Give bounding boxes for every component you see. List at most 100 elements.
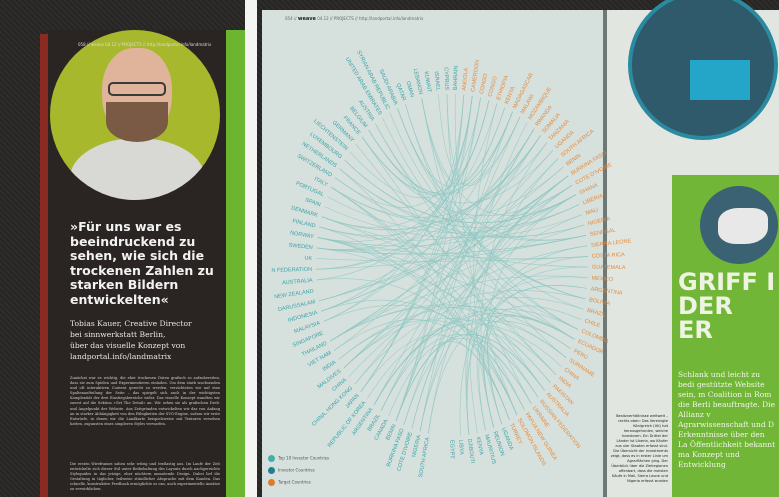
chord-link xyxy=(323,304,532,404)
chord-link xyxy=(421,98,579,330)
byline-link: landportal.info/landmatrix xyxy=(70,352,172,361)
chord-link xyxy=(476,333,551,431)
country-label: ISRAEL xyxy=(433,71,441,91)
body-paragraph: Zunächst war es wichtig, die eher trocke… xyxy=(70,376,220,426)
legend-dot xyxy=(268,455,275,462)
country-label: OMAN xyxy=(404,81,414,99)
country-label: SIERRA LEONE xyxy=(591,238,632,249)
chord-link xyxy=(317,237,545,391)
chord-link xyxy=(397,108,586,241)
body-line: beauftragte. Die Allianz v xyxy=(678,400,776,419)
country-label: NIGERIA xyxy=(411,434,422,458)
legend-item: Target Countries xyxy=(268,479,311,486)
country-label: DENMARK xyxy=(290,205,318,219)
chord-link xyxy=(348,245,588,377)
chord-link xyxy=(320,166,564,312)
magazine-page-interview: 058 // weave 04.12 // PROJECTS // http:/… xyxy=(48,30,228,497)
chord-link xyxy=(330,186,557,376)
country-label: SENEGAL xyxy=(589,228,616,238)
image-caption: Besitzverhältnisse weltweit – rechts obe… xyxy=(610,414,668,483)
country-label: AUSTRALIA xyxy=(282,278,313,287)
portrait-photo xyxy=(50,30,220,200)
chord-link xyxy=(446,94,513,185)
legend-label: Target Countries xyxy=(278,479,311,485)
pull-quote: »Für uns war es beeindruckend zu sehen, … xyxy=(70,219,214,307)
chord-link xyxy=(389,112,586,300)
chord-link xyxy=(318,194,577,302)
country-label: CONGO xyxy=(487,75,499,97)
country-label: NORWAY xyxy=(290,230,315,240)
chord-link xyxy=(421,98,577,216)
chord-link xyxy=(330,142,548,218)
chord-link xyxy=(334,319,518,416)
chord-link xyxy=(466,285,587,435)
chord-link xyxy=(354,297,584,385)
country-label: EGYPT xyxy=(449,440,455,459)
chord-link xyxy=(324,206,583,239)
page-number: 054 // xyxy=(285,16,297,21)
country-label: COSTA RICA xyxy=(592,252,625,260)
country-label: CHILE xyxy=(584,318,602,329)
chord-link xyxy=(321,216,579,330)
chord-link xyxy=(428,320,571,434)
country-label: GHANA xyxy=(579,183,600,197)
chord-link xyxy=(382,117,579,330)
country-label: ANGOLA xyxy=(462,67,470,91)
quote-attribution: Tobias Kauer, Creative Director bei sinn… xyxy=(70,318,226,362)
country-label: LEBANON xyxy=(412,68,424,95)
body-line: Schlank und leicht zu bedi xyxy=(678,370,761,389)
page-gutter xyxy=(603,10,607,497)
chord-link xyxy=(343,290,586,369)
chord-link xyxy=(438,94,521,186)
chord-link xyxy=(334,135,541,351)
chord-link xyxy=(338,306,575,360)
chord-link xyxy=(355,143,557,376)
chord-link xyxy=(316,128,535,270)
headline-line: GRIFF I xyxy=(678,268,776,296)
chord-link xyxy=(343,317,557,376)
country-label: BOLIVIA xyxy=(589,297,611,307)
country-label: LIBYA xyxy=(457,440,464,456)
chord-link xyxy=(334,177,585,238)
country-label: FINLAND xyxy=(292,218,316,229)
country-label: NIGERIA xyxy=(587,216,611,227)
chord-link xyxy=(487,194,577,425)
article-body: Schlank und leicht zu bedi gestützte Web… xyxy=(678,370,776,470)
country-label: KUWAIT xyxy=(423,71,432,94)
headline-line: DER ER xyxy=(678,292,733,344)
body-line: Konzept und Entwicklung xyxy=(678,450,740,469)
africa-map xyxy=(718,208,768,244)
chord-link xyxy=(339,168,518,416)
africa-map-circle xyxy=(700,186,778,264)
chord-link xyxy=(317,237,575,340)
legend-label: Top 10 Investor Countries xyxy=(278,455,330,461)
country-label: QATAR xyxy=(395,83,407,102)
body-line: Agrarwissenschaft und D xyxy=(678,420,775,429)
chord-link xyxy=(419,111,513,432)
chord-link xyxy=(395,338,532,421)
chord-link xyxy=(368,116,521,195)
chord-link xyxy=(321,135,541,230)
country-label: SPAIN xyxy=(304,197,321,208)
chord-link xyxy=(317,237,588,259)
chord-link xyxy=(327,196,580,234)
chord-link xyxy=(316,184,573,252)
chord-link xyxy=(395,97,481,421)
country-label: BRAZIL xyxy=(586,308,606,319)
byline-line: über das visuelle Konzept von xyxy=(70,341,186,350)
country-label: SWEDEN xyxy=(288,243,313,251)
chord-link xyxy=(373,323,562,406)
chord-link xyxy=(330,304,571,349)
page-header: 054 // weave 04.12 // PROJECTS // http:/… xyxy=(285,16,585,22)
chord-link xyxy=(395,128,535,421)
headline: GRIFF I DER ER xyxy=(678,270,776,342)
country-label: KENYA xyxy=(475,436,484,455)
byline-line: Tobias Kauer, Creative Director xyxy=(70,319,192,328)
country-label: MEXICO xyxy=(591,276,614,284)
chord-link xyxy=(466,158,559,435)
chord-link xyxy=(318,128,535,302)
portrait-beard xyxy=(106,102,168,142)
legend-dot xyxy=(268,467,275,474)
info-box xyxy=(690,60,750,100)
